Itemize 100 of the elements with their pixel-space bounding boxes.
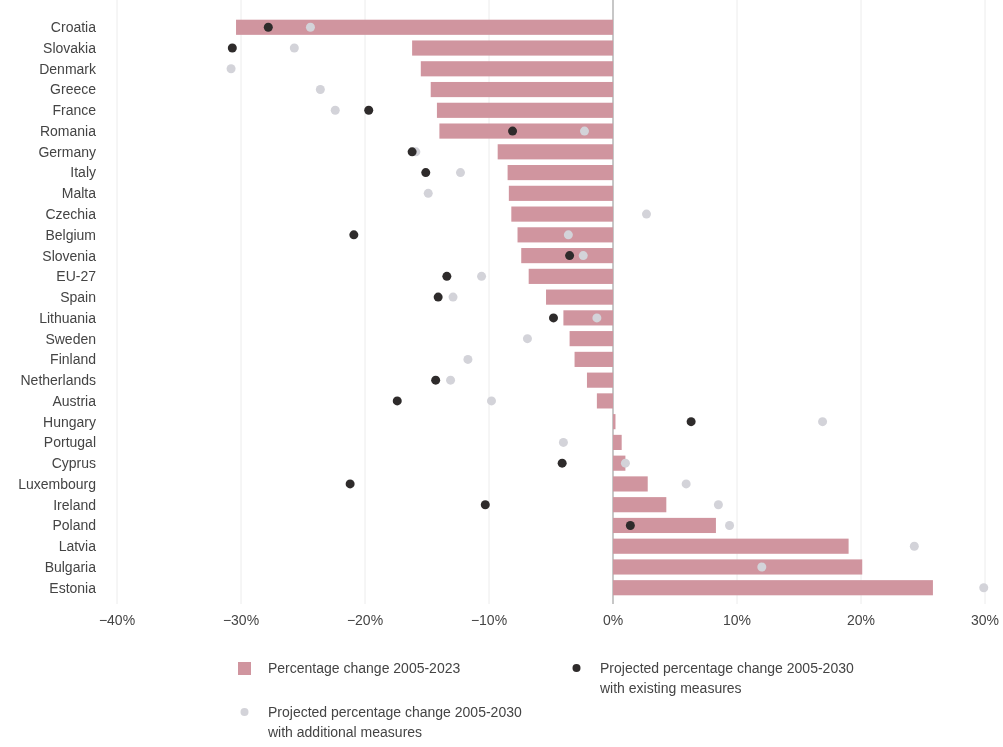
x-tick-label: −20% xyxy=(346,612,384,628)
point xyxy=(289,43,299,53)
y-tick-label: Austria xyxy=(52,392,97,409)
point xyxy=(433,292,443,302)
x-tick-label: 0% xyxy=(602,612,624,628)
point xyxy=(315,85,325,95)
legend-label: Projected percentage change 2005-2030 with existing measures xyxy=(599,659,854,696)
y-tick-label: Finland xyxy=(50,351,96,368)
point xyxy=(818,417,828,427)
y-tick-label: Latvia xyxy=(58,538,97,555)
point xyxy=(407,147,417,157)
point xyxy=(557,458,567,468)
point xyxy=(979,583,989,593)
point xyxy=(909,541,919,551)
y-tick-label: Romania xyxy=(39,122,97,139)
y-tick-label: Poland xyxy=(52,517,96,534)
y-tick-label: Slovakia xyxy=(43,39,97,56)
point xyxy=(455,168,465,178)
point xyxy=(579,126,589,136)
y-tick-label: Denmark xyxy=(39,60,97,77)
y-tick-label: Sweden xyxy=(45,330,96,347)
y-tick-label: Malta xyxy=(61,185,97,202)
bar xyxy=(497,144,613,160)
point xyxy=(620,458,630,468)
bar xyxy=(507,165,613,181)
bar xyxy=(412,40,613,56)
bar xyxy=(420,61,613,77)
point xyxy=(446,375,456,385)
y-tick-label: Estonia xyxy=(49,579,97,596)
point xyxy=(364,105,374,115)
y-tick-label: France xyxy=(52,102,97,119)
bar xyxy=(574,351,613,367)
point xyxy=(226,64,236,74)
point xyxy=(686,417,696,427)
point xyxy=(477,271,487,281)
point xyxy=(681,479,691,489)
point xyxy=(421,168,431,178)
point xyxy=(713,500,723,510)
point xyxy=(431,375,441,385)
y-tick-label: Hungary xyxy=(43,413,96,430)
bar xyxy=(528,268,613,284)
legend-label: Projected percentage change 2005-2030 with additional measures xyxy=(267,703,522,740)
point xyxy=(486,396,496,406)
point xyxy=(508,126,518,136)
y-tick-label: Croatia xyxy=(50,19,97,36)
point xyxy=(345,479,355,489)
point xyxy=(349,230,359,240)
y-tick-label: Ireland xyxy=(53,496,96,513)
y-tick-label: Greece xyxy=(50,81,97,98)
point xyxy=(480,500,490,510)
x-tick-label: 20% xyxy=(846,612,876,628)
y-tick-label: Spain xyxy=(60,289,96,306)
bar xyxy=(613,497,667,513)
y-tick-label: Netherlands xyxy=(20,372,96,389)
x-tick-label: 10% xyxy=(722,612,752,628)
point xyxy=(641,209,651,219)
y-tick-label: Slovenia xyxy=(42,247,97,264)
bar xyxy=(613,476,648,492)
point xyxy=(558,437,568,447)
legend-label: Percentage change 2005-2023 xyxy=(268,659,461,676)
x-tick-label: −30% xyxy=(222,612,260,628)
bar xyxy=(439,123,613,139)
y-tick-label: Lithuania xyxy=(39,309,97,326)
bar xyxy=(613,559,863,575)
y-tick-label: Cyprus xyxy=(51,455,96,472)
point xyxy=(757,562,767,572)
point xyxy=(578,251,588,261)
bar xyxy=(546,289,613,305)
bar xyxy=(430,81,613,98)
point xyxy=(563,230,573,240)
y-tick-label: EU-27 xyxy=(56,268,97,285)
bar xyxy=(511,206,613,222)
point xyxy=(463,354,473,364)
point xyxy=(522,334,532,344)
y-tick-label: Belgium xyxy=(45,226,96,243)
point xyxy=(305,22,315,32)
y-tick-label: Germany xyxy=(38,143,96,160)
bar xyxy=(596,393,613,409)
bar xyxy=(613,538,849,554)
bar xyxy=(236,19,613,35)
bar xyxy=(508,185,613,201)
y-tick-label: Luxembourg xyxy=(18,475,96,492)
point xyxy=(423,188,433,198)
x-tick-label: −40% xyxy=(98,612,136,628)
y-tick-label: Italy xyxy=(70,164,96,181)
bar xyxy=(613,517,716,534)
y-tick-label: Czechia xyxy=(45,205,97,222)
bar xyxy=(613,434,622,450)
point xyxy=(725,520,735,530)
bar xyxy=(586,372,613,388)
y-tick-label: Portugal xyxy=(43,434,96,451)
point xyxy=(448,292,458,302)
point xyxy=(227,43,237,53)
bar xyxy=(569,331,613,347)
point xyxy=(442,271,452,281)
bar xyxy=(521,248,613,264)
bar xyxy=(517,227,613,243)
y-tick-label: Bulgaria xyxy=(44,558,97,575)
point xyxy=(565,251,575,261)
point xyxy=(625,520,635,530)
